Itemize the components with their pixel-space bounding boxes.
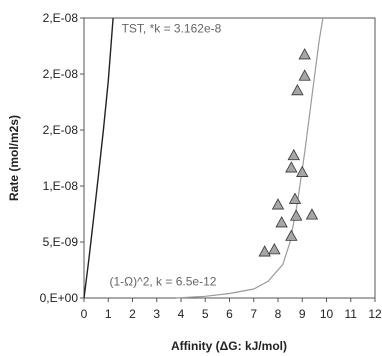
plot-area bbox=[83, 17, 376, 299]
data-point bbox=[296, 165, 309, 177]
series-points bbox=[258, 48, 319, 257]
x-tick-label: 11 bbox=[345, 307, 358, 321]
data-point bbox=[305, 208, 319, 220]
x-tick-label: 0 bbox=[81, 307, 88, 321]
x-tick-label: 5 bbox=[202, 307, 209, 321]
annotations: TST, *k = 3.162e-8 (1-Ω)^2, k = 6.5e-12 bbox=[109, 22, 221, 289]
annotation-1: (1-Ω)^2, k = 6.5e-12 bbox=[109, 275, 216, 289]
y-tick-label: 2,E-08 bbox=[43, 123, 79, 137]
data-point bbox=[287, 148, 300, 161]
series-lines bbox=[83, 17, 324, 299]
x-tick-label: 1 bbox=[105, 307, 112, 321]
annotation-0: TST, *k = 3.162e-8 bbox=[122, 22, 222, 36]
x-tick-label: 2 bbox=[129, 307, 136, 321]
y-tick-label: 5,E-09 bbox=[43, 235, 79, 249]
data-point bbox=[285, 229, 298, 241]
data-point bbox=[298, 69, 311, 81]
data-point bbox=[290, 209, 303, 221]
data-point bbox=[298, 48, 311, 60]
x-tick-label: 6 bbox=[226, 307, 233, 321]
x-tick-label: 4 bbox=[178, 307, 185, 321]
data-point bbox=[291, 83, 304, 96]
y-tick-label: 0,E+00 bbox=[40, 291, 79, 305]
y-tick-label: 2,E-08 bbox=[43, 11, 79, 25]
data-point bbox=[288, 192, 302, 204]
x-tick-label: 3 bbox=[153, 307, 160, 321]
x-tick-label: 7 bbox=[250, 307, 257, 321]
data-point bbox=[275, 216, 288, 228]
y-axis-title: Rate (mol/m2s) bbox=[7, 115, 21, 201]
data-point bbox=[258, 245, 271, 257]
x-tick-label: 10 bbox=[320, 307, 334, 321]
series-line-1 bbox=[176, 17, 324, 299]
data-point bbox=[285, 161, 298, 173]
x-tick-label: 8 bbox=[275, 307, 282, 321]
x-tick-label: 12 bbox=[368, 307, 382, 321]
data-point bbox=[268, 243, 281, 255]
data-point bbox=[271, 198, 285, 210]
x-axis-title: Affinity (ΔG: kJ/mol) bbox=[171, 339, 287, 353]
y-tick-label: 2,E-08 bbox=[43, 67, 79, 81]
y-axis: 0,E+00 5,E-09 1,E-08 2,E-08 2,E-08 2,E-08 bbox=[40, 11, 84, 305]
x-axis: 0 1 2 3 4 5 6 7 8 9 10 11 12 bbox=[81, 298, 382, 321]
series-line-0 bbox=[83, 17, 114, 299]
x-tick-label: 9 bbox=[299, 307, 306, 321]
y-tick-label: 1,E-08 bbox=[43, 179, 79, 193]
